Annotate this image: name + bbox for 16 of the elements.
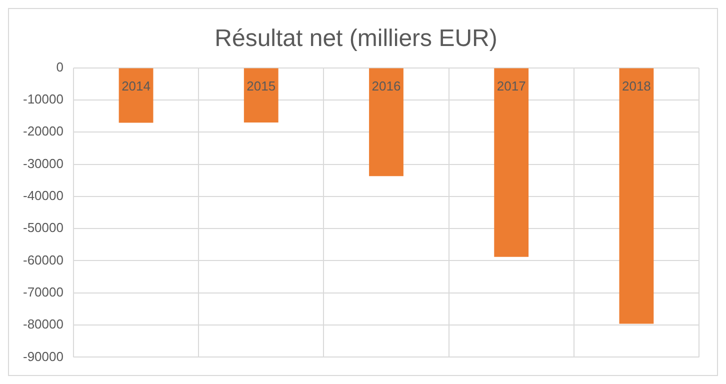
y-tick-label: -60000: [22, 252, 64, 268]
x-tick-label: 2017: [496, 78, 526, 94]
x-tick-label: 2016: [372, 78, 401, 94]
y-tick-label: 0: [56, 59, 64, 74]
y-tick-label: -10000: [22, 92, 64, 107]
x-tick-label: 2015: [246, 78, 276, 94]
y-tick-label: -90000: [22, 348, 64, 364]
y-tick-label: -50000: [22, 220, 64, 236]
y-tick-label: -40000: [22, 188, 64, 203]
chart-title: Résultat net (milliers EUR): [214, 25, 498, 52]
y-tick-label: -80000: [22, 316, 64, 332]
y-tick-label: -70000: [22, 284, 64, 300]
y-tick-label: -30000: [22, 156, 64, 171]
y-tick-label: -20000: [22, 124, 64, 139]
x-tick-label: 2018: [622, 78, 651, 94]
x-tick-label: 2014: [122, 78, 150, 94]
